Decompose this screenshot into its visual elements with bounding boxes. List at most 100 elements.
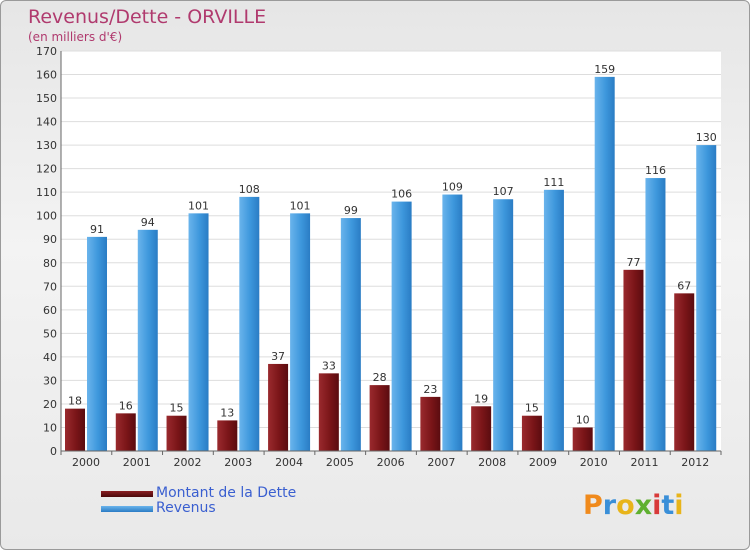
data-label-revenue: 106 (391, 188, 412, 201)
bar-revenue (137, 229, 158, 451)
axis-layer: 0 10 20 30 40 50 60 70 80 90 100 110 120 130 140 150 160… (36, 45, 722, 469)
logo-letter: i (674, 490, 684, 521)
y-tick-label: 170 (36, 45, 57, 58)
y-tick-label: 80 (43, 257, 57, 270)
y-tick-label: 50 (43, 327, 57, 340)
data-label-revenue: 109 (442, 181, 463, 194)
logo-letter: o (616, 490, 635, 521)
bar-debt (471, 406, 492, 451)
y-tick-label: 0 (50, 445, 57, 458)
logo-letter: P (583, 490, 603, 521)
bar-debt (318, 373, 339, 451)
x-tick-label: 2012 (681, 456, 709, 469)
y-tick-label: 20 (43, 398, 57, 411)
y-tick-label: 60 (43, 304, 57, 317)
data-label-revenue: 99 (344, 204, 358, 217)
data-label-debt: 28 (373, 371, 387, 384)
bar-debt (420, 396, 441, 451)
y-tick-label: 40 (43, 351, 57, 364)
chart-subtitle: (en milliers d'€) (28, 30, 123, 44)
data-label-debt: 16 (119, 399, 133, 412)
bar-revenue (391, 201, 412, 451)
bar-debt (166, 415, 187, 451)
x-tick-label: 2005 (326, 456, 354, 469)
data-label-revenue: 94 (141, 216, 155, 229)
bar-debt (674, 293, 695, 451)
data-label-revenue: 111 (543, 176, 564, 189)
bar-revenue (543, 189, 564, 451)
data-label-revenue: 116 (645, 164, 666, 177)
bar-debt (115, 413, 136, 451)
x-tick-label: 2003 (224, 456, 252, 469)
bar-revenue (239, 196, 260, 451)
legend-label-revenue: Revenus (156, 500, 216, 516)
y-tick-label: 120 (36, 163, 57, 176)
data-label-debt: 13 (220, 406, 234, 419)
y-tick-label: 140 (36, 116, 57, 129)
x-tick-label: 2006 (377, 456, 405, 469)
y-tick-label: 110 (36, 186, 57, 199)
proxiti-logo: Proxiti (583, 490, 684, 521)
chart-title: Revenus/Dette - ORVILLE (28, 6, 267, 28)
data-label-debt: 18 (68, 395, 82, 408)
bar-revenue (340, 218, 361, 451)
x-tick-label: 2004 (275, 456, 303, 469)
data-label-revenue: 108 (239, 183, 260, 196)
bar-revenue (594, 76, 615, 451)
y-tick-label: 30 (43, 374, 57, 387)
y-tick-label: 100 (36, 210, 57, 223)
y-tick-label: 150 (36, 92, 57, 105)
x-tick-label: 2001 (123, 456, 151, 469)
grid-layer (61, 50, 721, 451)
bar-revenue (645, 178, 666, 451)
legend-swatch-debt (101, 491, 153, 497)
y-tick-label: 70 (43, 280, 57, 293)
bar-revenue (188, 213, 209, 451)
bar-debt (572, 427, 593, 451)
bars-layer (65, 76, 717, 451)
x-tick-label: 2010 (580, 456, 608, 469)
bar-revenue (493, 199, 514, 451)
y-tick-label: 90 (43, 233, 57, 246)
y-tick-label: 160 (36, 69, 57, 82)
data-label-revenue: 101 (188, 199, 209, 212)
bar-revenue (87, 236, 107, 451)
logo-letter: r (602, 490, 617, 521)
data-label-debt: 77 (626, 256, 640, 269)
data-label-debt: 67 (677, 279, 691, 292)
labels-layer: 18 91 16 94 15 101 13 108 37 101 33 99 28 106 23 109 19 1… (68, 63, 717, 427)
data-label-debt: 19 (474, 392, 488, 405)
legend-label-debt: Montant de la Dette (156, 485, 297, 501)
data-label-revenue: 130 (696, 131, 717, 144)
x-tick-label: 2011 (630, 456, 658, 469)
bar-debt (623, 269, 644, 451)
logo-letter: i (652, 490, 662, 521)
bar-revenue (442, 194, 463, 451)
bar-debt (217, 420, 238, 451)
y-tick-label: 130 (36, 139, 57, 152)
data-label-debt: 10 (576, 413, 590, 426)
data-label-revenue: 91 (90, 223, 104, 236)
bar-debt (521, 415, 542, 451)
data-label-debt: 33 (322, 359, 336, 372)
y-tick-label: 10 (43, 421, 57, 434)
data-label-revenue: 159 (594, 63, 615, 76)
legend-swatch-revenue (101, 506, 153, 512)
x-tick-label: 2007 (427, 456, 455, 469)
logo-letter: t (661, 490, 675, 521)
data-label-debt: 23 (423, 383, 437, 396)
x-tick-label: 2008 (478, 456, 506, 469)
data-label-debt: 15 (525, 402, 539, 415)
bar-debt (65, 408, 85, 451)
x-tick-label: 2009 (529, 456, 557, 469)
data-label-revenue: 107 (493, 185, 514, 198)
logo-letter: x (634, 490, 653, 521)
data-label-debt: 15 (170, 402, 184, 415)
data-label-debt: 37 (271, 350, 285, 363)
data-label-revenue: 101 (290, 199, 311, 212)
bar-debt (268, 363, 289, 451)
bar-revenue (696, 145, 717, 451)
plot-area (61, 51, 721, 451)
